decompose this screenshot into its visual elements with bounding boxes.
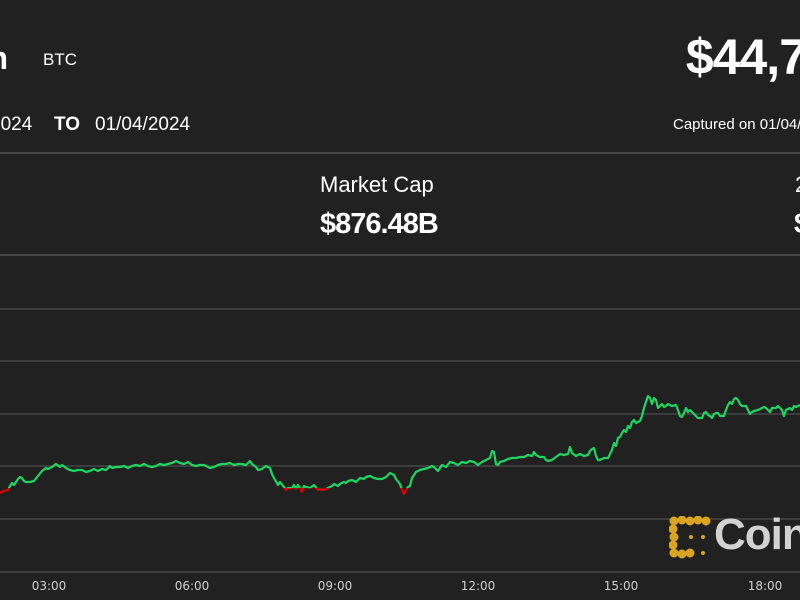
coin-name-title: oin bbox=[0, 40, 8, 77]
market-cap-value: $876.48B bbox=[320, 208, 439, 240]
x-tick-0600: 06:00 bbox=[174, 579, 210, 593]
captured-timestamp: Captured on 01/04/ bbox=[673, 116, 800, 133]
stat-2-label: 2 bbox=[795, 172, 800, 198]
price-line-down bbox=[0, 488, 800, 496]
current-price: $44,7 bbox=[685, 29, 800, 85]
coindesk-logo-icon bbox=[669, 516, 711, 559]
x-tick-0900: 09:00 bbox=[317, 579, 353, 593]
gridlines bbox=[0, 308, 800, 573]
date-to: 01/04/2024 bbox=[95, 114, 191, 135]
x-tick-1500: 15:00 bbox=[603, 579, 639, 593]
x-tick-1800: 18:00 bbox=[747, 579, 783, 593]
date-from: 2024 bbox=[0, 114, 33, 135]
divider-chart-top bbox=[0, 254, 800, 256]
stat-2-value: $ bbox=[794, 208, 800, 241]
x-tick-1200: 12:00 bbox=[460, 579, 496, 593]
x-tick-0300: 03:00 bbox=[31, 579, 67, 593]
date-to-label: TO bbox=[54, 114, 81, 135]
price-line-up bbox=[0, 394, 800, 488]
coindesk-logo-text: Coin bbox=[714, 510, 800, 559]
divider-top bbox=[0, 152, 800, 154]
market-cap-label: Market Cap bbox=[320, 172, 434, 197]
price-line bbox=[0, 396, 800, 494]
ticker-symbol: BTC bbox=[43, 50, 77, 69]
